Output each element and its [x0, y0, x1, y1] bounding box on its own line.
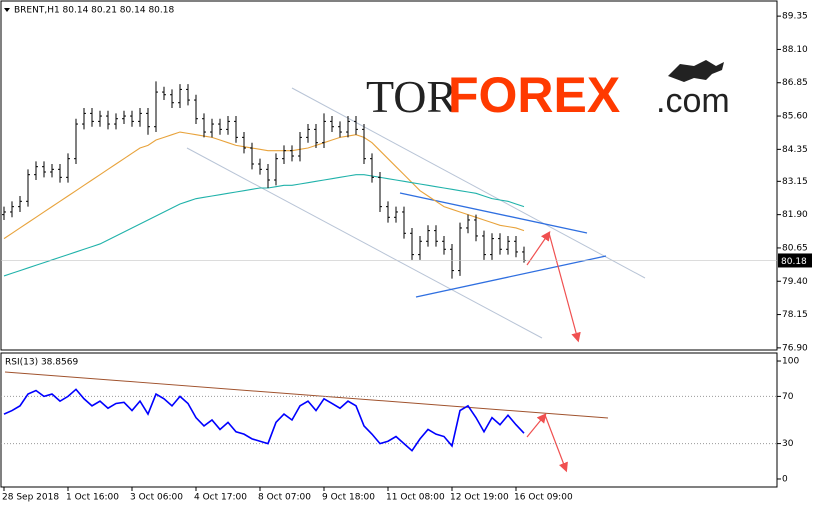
- y-tick-label: 78.15: [782, 310, 808, 320]
- arrow: [548, 232, 581, 343]
- y-tick-label: 0: [782, 474, 788, 484]
- y-tick-label: 80.65: [782, 243, 808, 253]
- channel-upper: [291, 87, 646, 279]
- chart-title: BRENT,H1 80.14 80.21 80.14 80.18: [14, 6, 174, 16]
- logo-suffix: .com: [656, 82, 730, 120]
- logo-prefix: TOR: [366, 71, 457, 122]
- y-tick-label: 85.60: [782, 112, 808, 122]
- x-tick-label: 1 Oct 16:00: [66, 493, 119, 503]
- price-panel: [0, 0, 778, 351]
- x-tick-label: 3 Oct 06:00: [130, 493, 183, 503]
- y-tick-label: 83.15: [782, 177, 808, 187]
- y-tick-label: 89.35: [782, 12, 808, 22]
- x-tick-label: 16 Oct 09:00: [514, 493, 573, 503]
- channel-lower: [186, 147, 543, 339]
- y-tick-label: 81.90: [782, 210, 808, 220]
- y-tick-label: 70: [782, 392, 794, 402]
- indicator-line: [3, 174, 525, 277]
- collapse-icon: [4, 8, 10, 12]
- x-tick-label: 11 Oct 08:00: [386, 493, 445, 503]
- x-tick-label: 28 Sep 2018: [2, 493, 59, 503]
- y-tick-label: 86.85: [782, 78, 808, 88]
- last-price-label: 80.18: [781, 257, 807, 267]
- rsi-title: RSI(13) 38.8569: [5, 358, 78, 368]
- logo-bull: [668, 60, 724, 82]
- arrow: [544, 414, 568, 473]
- y-tick-label: 84.35: [782, 145, 808, 155]
- x-tick-label: 8 Oct 07:00: [258, 493, 311, 503]
- arrow: [526, 231, 551, 266]
- logo-main: FOREX: [448, 67, 620, 123]
- triangle-lower: [415, 255, 607, 298]
- watermark: TOR FOREX .com: [366, 60, 730, 123]
- y-tick-label: 100: [782, 357, 799, 367]
- y-tick-label: 76.90: [782, 343, 808, 353]
- triangle-upper: [399, 192, 588, 234]
- x-tick-label: 12 Oct 19:00: [450, 493, 509, 503]
- rsi-panel: [0, 352, 778, 488]
- rsi-trendline: [4, 371, 609, 419]
- indicator-line: [3, 131, 525, 240]
- last-price-box: [778, 253, 812, 268]
- indicator-line: [3, 388, 525, 452]
- y-tick-label: 30: [782, 439, 794, 449]
- arrow: [526, 413, 547, 438]
- y-tick-label: 88.10: [782, 45, 808, 55]
- x-tick-label: 4 Oct 17:00: [194, 493, 247, 503]
- y-tick-label: 79.40: [782, 277, 808, 287]
- forecast-arrows: [526, 231, 581, 473]
- x-tick-label: 9 Oct 18:00: [322, 493, 375, 503]
